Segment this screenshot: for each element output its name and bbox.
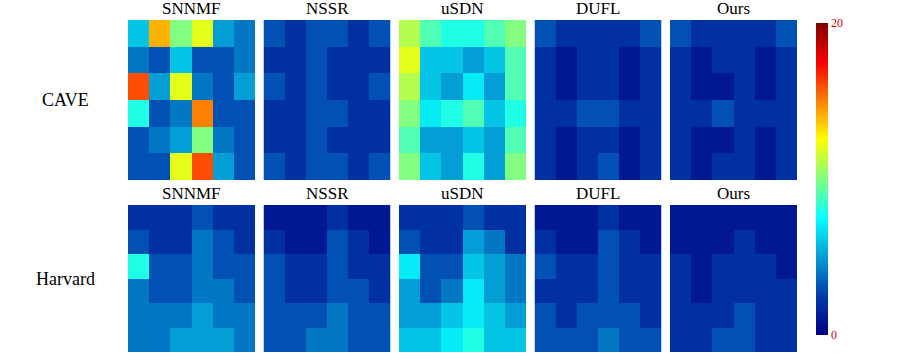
svg-text:Ours: Ours: [717, 0, 750, 18]
svg-text:Harvard: Harvard: [36, 269, 95, 289]
svg-text:NSSR: NSSR: [306, 184, 349, 203]
svg-text:DUFL: DUFL: [576, 0, 620, 18]
svg-text:CAVE: CAVE: [42, 90, 89, 110]
svg-text:DUFL: DUFL: [576, 184, 620, 203]
svg-text:SNNMF: SNNMF: [162, 184, 221, 203]
svg-text:20: 20: [831, 16, 843, 30]
svg-text:uSDN: uSDN: [441, 0, 484, 18]
svg-text:NSSR: NSSR: [306, 0, 349, 18]
svg-text:SNNMF: SNNMF: [162, 0, 221, 18]
svg-text:Ours: Ours: [717, 184, 750, 203]
svg-text:0: 0: [831, 328, 837, 342]
svg-text:uSDN: uSDN: [441, 184, 484, 203]
